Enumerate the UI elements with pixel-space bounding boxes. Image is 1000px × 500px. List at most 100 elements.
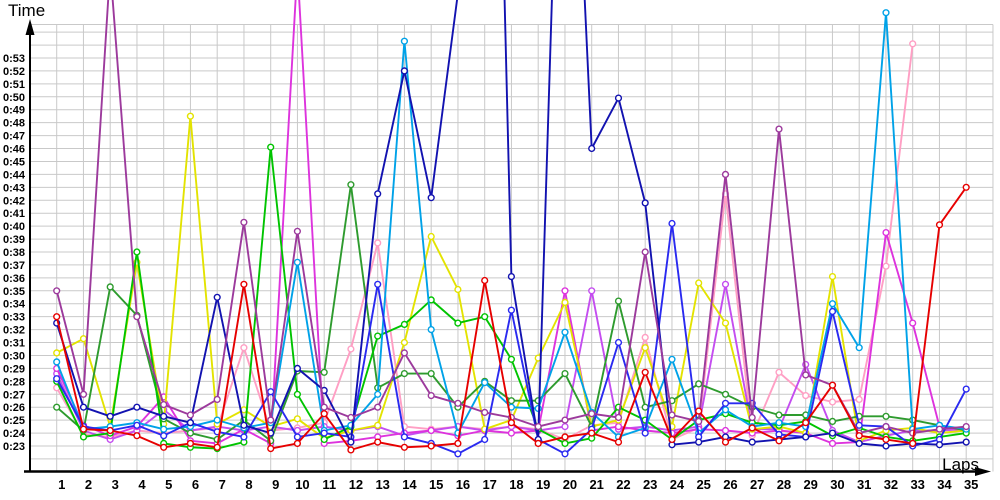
x-tick-label-lap-9: 9	[272, 477, 279, 492]
y-axis-arrow-icon	[25, 19, 35, 35]
data-point-magenta-lap-33	[909, 319, 917, 327]
y-tick-label-0-33: 0:33	[3, 312, 25, 324]
data-point-blue-lap-9	[267, 388, 275, 396]
x-tick-label-lap-15: 15	[429, 477, 443, 492]
data-point-blue-lap-5	[160, 432, 168, 440]
x-tick-label-lap-2: 2	[85, 477, 92, 492]
data-point-red-lap-15	[427, 442, 435, 450]
data-point-purple-lap-1	[53, 287, 61, 295]
x-tick-label-lap-16: 16	[456, 477, 470, 492]
data-point-purple-lap-6	[186, 411, 195, 419]
data-point-sky-blue-lap-7	[213, 416, 221, 424]
data-point-purple-lap-34	[935, 425, 944, 433]
data-point-sky-blue-lap-1	[53, 358, 61, 366]
data-point-dark-blue-lap-15	[427, 194, 435, 202]
data-point-violet-lap-20	[561, 423, 569, 431]
data-point-red-lap-11	[320, 410, 328, 418]
data-point-red-lap-35	[962, 183, 970, 191]
data-point-red-lap-1	[53, 313, 61, 321]
y-tick-label-0-32: 0:32	[3, 325, 25, 337]
data-point-dark-blue-lap-2	[79, 403, 88, 411]
y-tick-label-0-36: 0:36	[3, 273, 25, 285]
y-tick-label-0-34: 0:34	[3, 299, 26, 311]
x-tick-label-lap-20: 20	[563, 477, 577, 492]
data-point-magenta-lap-32	[882, 229, 890, 237]
x-tick-label-lap-10: 10	[295, 477, 309, 492]
data-point-dark-blue-lap-4	[133, 403, 141, 411]
data-point-red-lap-24	[668, 435, 676, 444]
x-tick-label-lap-18: 18	[509, 477, 523, 492]
data-point-purple-lap-27	[748, 413, 756, 422]
data-point-blue-lap-35	[962, 385, 970, 393]
data-point-dark-blue-lap-14	[400, 67, 409, 75]
x-tick-label-lap-26: 26	[723, 477, 737, 492]
data-point-blue-lap-16	[454, 450, 462, 458]
data-point-red-lap-31	[855, 432, 863, 440]
data-point-sky-blue-lap-14	[400, 37, 409, 45]
data-point-sky-blue-lap-24	[668, 355, 676, 363]
data-point-red-lap-30	[828, 381, 837, 389]
x-tick-label-lap-5: 5	[165, 477, 172, 492]
data-point-dark-green-lap-28	[775, 411, 783, 419]
data-point-purple-lap-9	[267, 416, 275, 424]
data-point-blue-lap-22	[614, 338, 623, 347]
data-point-dark-blue-lap-10	[293, 364, 302, 373]
data-point-purple-lap-11	[320, 403, 328, 411]
data-point-magenta-lap-22	[614, 423, 623, 431]
y-tick-label-0-41: 0:41	[3, 208, 25, 220]
data-point-green-lap-18	[507, 355, 516, 363]
data-point-green-lap-4	[133, 248, 141, 256]
data-point-purple-lap-35	[962, 423, 970, 431]
data-point-dark-blue-lap-7	[213, 293, 221, 301]
data-point-dark-green-lap-23	[641, 403, 649, 411]
data-point-sky-blue-lap-32	[882, 9, 890, 17]
data-point-yellow-lap-23	[641, 344, 649, 352]
data-point-magenta-lap-30	[828, 439, 837, 448]
y-tick-label-0-43: 0:43	[3, 182, 25, 194]
data-point-dark-blue-lap-18	[507, 273, 516, 281]
data-point-blue-lap-18	[507, 306, 516, 314]
data-point-green-lap-20	[561, 439, 569, 448]
y-axis-title: Time	[8, 1, 45, 20]
data-point-yellow-lap-20	[561, 298, 569, 307]
x-axis-arrow-icon	[975, 467, 991, 476]
data-point-dark-blue-lap-6	[186, 419, 195, 427]
y-tick-label-0-53: 0:53	[3, 53, 25, 65]
data-point-purple-lap-7	[213, 395, 221, 404]
data-point-dark-green-lap-20	[561, 370, 569, 378]
y-tick-label-0-28: 0:28	[3, 376, 25, 388]
x-tick-label-lap-32: 32	[884, 477, 898, 492]
data-point-purple-lap-21	[588, 410, 596, 418]
data-point-red-lap-12	[347, 446, 355, 454]
data-point-green-lap-11	[320, 435, 328, 444]
data-point-red-lap-23	[641, 368, 649, 376]
data-point-sky-blue-lap-13	[374, 390, 382, 398]
data-point-blue-lap-31	[855, 421, 863, 429]
data-point-yellow-lap-2	[79, 335, 88, 343]
y-tick-label-0-47: 0:47	[3, 131, 25, 143]
data-point-purple-lap-2	[79, 390, 88, 398]
data-point-purple-lap-16	[454, 399, 462, 407]
data-point-sky-blue-lap-31	[855, 344, 863, 352]
y-tick-label-0-50: 0:50	[3, 92, 25, 104]
y-tick-label-0-23: 0:23	[3, 441, 25, 453]
y-tick-label-0-26: 0:26	[3, 402, 25, 414]
data-point-pink-lap-33	[909, 40, 917, 48]
data-point-red-lap-28	[775, 437, 783, 445]
x-tick-label-lap-4: 4	[138, 477, 146, 492]
x-tick-label-lap-11: 11	[322, 477, 336, 492]
data-point-magenta-lap-15	[427, 426, 435, 435]
data-point-dark-blue-lap-12	[347, 438, 355, 446]
data-point-purple-lap-24	[668, 411, 676, 419]
data-point-red-lap-7	[213, 443, 221, 451]
data-point-red-lap-33	[909, 439, 917, 448]
data-point-red-lap-13	[374, 438, 382, 446]
data-point-purple-lap-15	[427, 392, 435, 400]
data-point-magenta-lap-18	[507, 429, 516, 437]
data-point-purple-lap-12	[347, 413, 355, 422]
data-point-purple-lap-26	[721, 170, 730, 179]
data-point-sky-blue-lap-30	[828, 300, 837, 308]
y-tick-label-0-27: 0:27	[3, 389, 25, 401]
x-tick-label-lap-3: 3	[112, 477, 119, 492]
data-point-blue-lap-20	[561, 450, 569, 458]
